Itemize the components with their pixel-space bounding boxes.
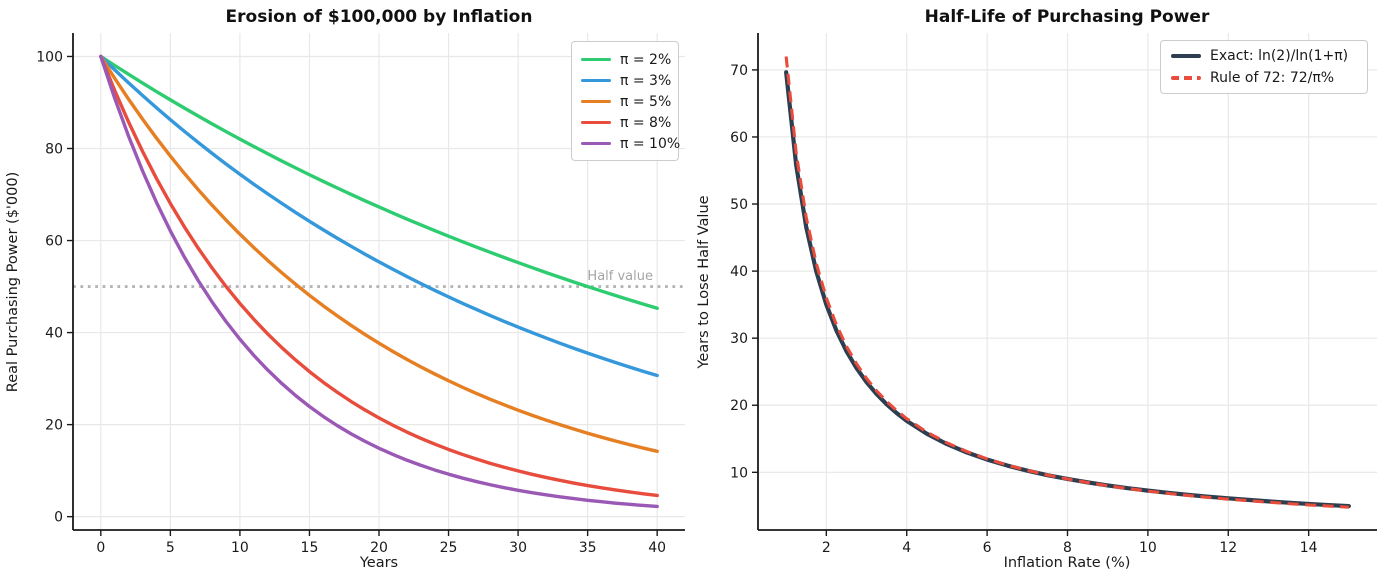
y-tick-label: 0 bbox=[54, 510, 63, 526]
x-tick-label: 10 bbox=[1139, 540, 1157, 556]
legend-line-sample bbox=[1171, 54, 1201, 58]
legend-line-sample bbox=[581, 120, 611, 125]
right-x-axis-label: Inflation Rate (%) bbox=[1004, 555, 1131, 571]
y-tick-label: 50 bbox=[730, 197, 748, 213]
legend-item: Rule of 72: 72/π% bbox=[1171, 67, 1357, 89]
legend-label: Exact: ln(2)/ln(1+π) bbox=[1210, 48, 1349, 64]
y-tick-label: 10 bbox=[730, 465, 748, 481]
chart-1: 2 4 6 8 10 12 14 10 20 30 40 50 60 70 bbox=[730, 33, 1377, 556]
y-tick-label: 80 bbox=[45, 142, 63, 158]
legend-item: π = 10% bbox=[581, 133, 680, 154]
x-tick-label: 25 bbox=[440, 540, 458, 556]
x-tick-label: 2 bbox=[822, 540, 831, 556]
legend-line-sample bbox=[581, 141, 611, 146]
right-chart-title: Half-Life of Purchasing Power bbox=[925, 7, 1210, 27]
legend-item: π = 5% bbox=[581, 91, 672, 112]
legend-label: π = 10% bbox=[620, 135, 681, 152]
legend-label: π = 3% bbox=[620, 72, 672, 89]
legend-line-sample bbox=[581, 57, 611, 62]
legend-label: π = 5% bbox=[620, 93, 672, 110]
x-tick-label: 35 bbox=[579, 540, 597, 556]
series-line-0 bbox=[99, 54, 659, 310]
y-tick-label: 40 bbox=[45, 326, 63, 342]
legend-item: π = 2% bbox=[581, 49, 672, 70]
y-tick-label: 20 bbox=[45, 418, 63, 434]
x-tick-label: 30 bbox=[509, 540, 527, 556]
half-value-annotation: Half value bbox=[587, 269, 653, 284]
legend-line-sample bbox=[581, 78, 611, 83]
y-tick-label: 100 bbox=[36, 49, 63, 65]
x-tick-label: 0 bbox=[96, 540, 105, 556]
y-tick-label: 60 bbox=[730, 130, 748, 146]
series-line-1 bbox=[784, 56, 1349, 509]
x-tick-label: 14 bbox=[1300, 540, 1318, 556]
series-line-0 bbox=[784, 70, 1351, 509]
x-tick-label: 10 bbox=[231, 540, 249, 556]
series-line-2 bbox=[99, 54, 659, 454]
legend-label: π = 8% bbox=[620, 114, 672, 131]
x-tick-label: 15 bbox=[301, 540, 319, 556]
legend-item: π = 3% bbox=[581, 70, 672, 91]
right-legend: Exact: ln(2)/ln(1+π) Rule of 72: 72/π% bbox=[1160, 40, 1368, 94]
legend-item: π = 8% bbox=[581, 112, 672, 133]
series-line-1 bbox=[99, 54, 659, 378]
y-tick-label: 40 bbox=[730, 264, 748, 280]
y-tick-label: 20 bbox=[730, 398, 748, 414]
series-line-3 bbox=[99, 54, 659, 498]
legend-label: π = 2% bbox=[620, 51, 672, 68]
series-line-4 bbox=[99, 54, 659, 509]
x-tick-label: 5 bbox=[166, 540, 175, 556]
legend-line-sample bbox=[1171, 76, 1201, 80]
legend-item: Exact: ln(2)/ln(1+π) bbox=[1171, 45, 1357, 67]
x-tick-label: 12 bbox=[1219, 540, 1237, 556]
left-legend: π = 2% π = 3% π = 5% π = 8% π = 10% bbox=[571, 41, 680, 161]
left-x-axis-label: Years bbox=[359, 555, 398, 571]
x-tick-label: 20 bbox=[370, 540, 388, 556]
x-tick-label: 4 bbox=[902, 540, 911, 556]
y-tick-label: 70 bbox=[730, 63, 748, 79]
x-tick-label: 40 bbox=[648, 540, 666, 556]
x-tick-label: 8 bbox=[1063, 540, 1072, 556]
left-y-axis-label: Real Purchasing Power ($'000) bbox=[5, 172, 21, 392]
legend-label: Rule of 72: 72/π% bbox=[1210, 70, 1335, 86]
legend-line-sample bbox=[581, 99, 611, 104]
y-tick-label: 30 bbox=[730, 331, 748, 347]
y-tick-label: 60 bbox=[45, 234, 63, 250]
right-y-axis-label: Years to Lose Half Value bbox=[696, 195, 712, 369]
left-chart-title: Erosion of $100,000 by Inflation bbox=[226, 7, 533, 27]
x-tick-label: 6 bbox=[983, 540, 992, 556]
